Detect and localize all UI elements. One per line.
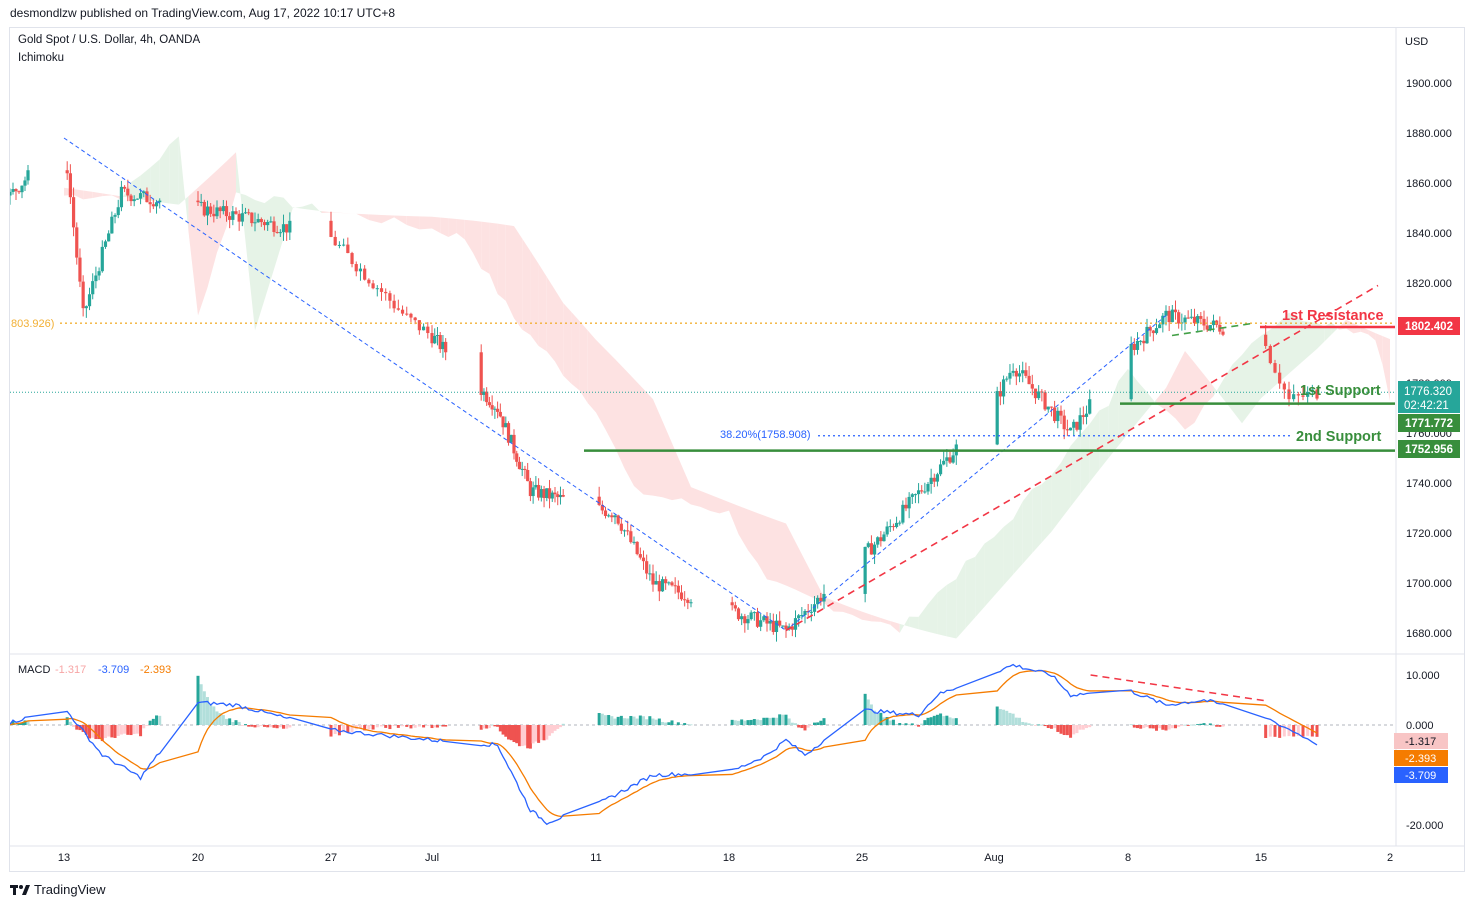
symbol-legend: Gold Spot / U.S. Dollar, 4h, OANDA bbox=[18, 34, 201, 46]
chart-frame bbox=[9, 27, 1465, 872]
footer-brand-text: TradingView bbox=[34, 882, 106, 897]
indicator-legend: Ichimoku bbox=[18, 52, 65, 64]
publisher-header: desmondlzw published on TradingView.com,… bbox=[10, 6, 396, 20]
footer-brand: TradingView bbox=[10, 882, 106, 897]
tradingview-logo-icon bbox=[10, 884, 30, 895]
